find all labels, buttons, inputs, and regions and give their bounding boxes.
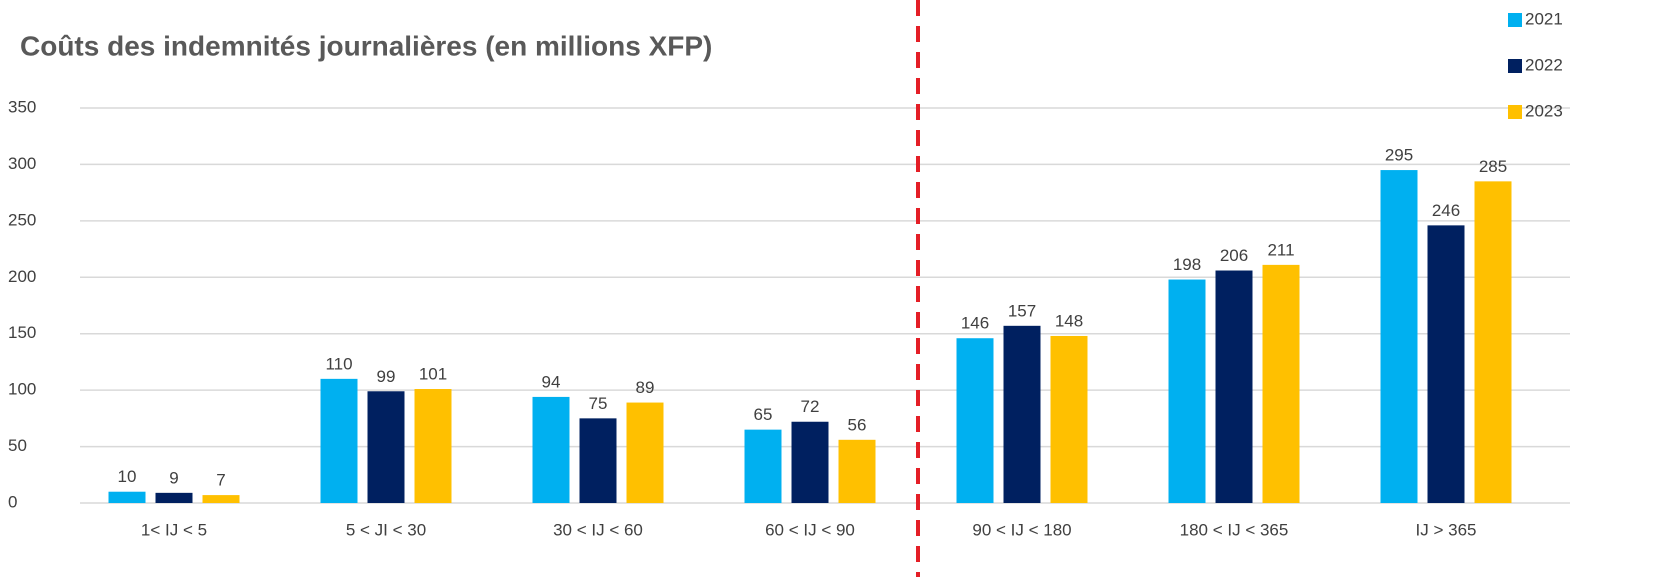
x-tick-label: 60 < IJ < 90 <box>765 520 855 539</box>
y-tick-label: 250 <box>8 210 36 229</box>
value-label: 295 <box>1385 146 1413 165</box>
bar <box>1262 264 1300 503</box>
bar <box>532 396 570 503</box>
bar <box>320 378 358 503</box>
value-label: 56 <box>848 415 867 434</box>
value-label: 99 <box>377 367 396 386</box>
value-label: 89 <box>636 378 655 397</box>
value-label: 7 <box>216 471 225 490</box>
bar <box>838 439 876 503</box>
y-tick-label: 150 <box>8 323 36 342</box>
bar <box>1474 181 1512 503</box>
x-tick-label: 30 < IJ < 60 <box>553 520 643 539</box>
bar <box>626 402 664 503</box>
value-label: 72 <box>801 397 820 416</box>
value-label: 198 <box>1173 255 1201 274</box>
value-label: 206 <box>1220 246 1248 265</box>
bar <box>1168 279 1206 503</box>
bar <box>155 492 193 503</box>
bar <box>1380 170 1418 504</box>
legend-label: 2022 <box>1525 55 1563 74</box>
value-label: 246 <box>1432 201 1460 220</box>
bar <box>579 418 617 503</box>
legend-swatch <box>1508 59 1522 73</box>
y-tick-label: 200 <box>8 267 36 286</box>
value-label: 10 <box>118 467 137 486</box>
value-label: 157 <box>1008 301 1036 320</box>
value-label: 110 <box>325 354 352 373</box>
chart-title: Coûts des indemnités journalières (en mi… <box>20 30 712 61</box>
bar <box>956 338 994 503</box>
legend-swatch <box>1508 105 1522 119</box>
legend-swatch <box>1508 13 1522 27</box>
value-label: 146 <box>961 314 989 333</box>
x-tick-label: 1< IJ < 5 <box>141 520 207 539</box>
y-tick-label: 0 <box>8 492 17 511</box>
value-label: 211 <box>1267 240 1294 259</box>
bar <box>108 491 146 503</box>
bar <box>202 495 240 503</box>
x-tick-label: IJ > 365 <box>1416 520 1477 539</box>
bar <box>1427 225 1465 503</box>
x-tick-label: 5 < JI < 30 <box>346 520 426 539</box>
bar <box>367 391 405 503</box>
value-label: 9 <box>169 468 178 487</box>
bar <box>744 429 782 503</box>
value-label: 148 <box>1055 311 1083 330</box>
y-tick-label: 350 <box>8 97 36 116</box>
x-tick-label: 90 < IJ < 180 <box>972 520 1071 539</box>
value-label: 285 <box>1479 157 1507 176</box>
legend-label: 2023 <box>1525 101 1563 120</box>
value-label: 101 <box>419 364 447 383</box>
bar <box>1215 270 1253 503</box>
y-tick-label: 300 <box>8 154 36 173</box>
y-tick-label: 50 <box>8 436 27 455</box>
value-label: 75 <box>589 394 608 413</box>
bar <box>414 389 452 503</box>
y-tick-label: 100 <box>8 380 36 399</box>
x-tick-label: 180 < IJ < 365 <box>1180 520 1289 539</box>
value-label: 65 <box>754 405 773 424</box>
value-label: 94 <box>542 372 561 391</box>
bar <box>1050 335 1088 503</box>
legend-label: 2021 <box>1525 9 1563 28</box>
bar <box>1003 325 1041 503</box>
bar <box>791 421 829 503</box>
